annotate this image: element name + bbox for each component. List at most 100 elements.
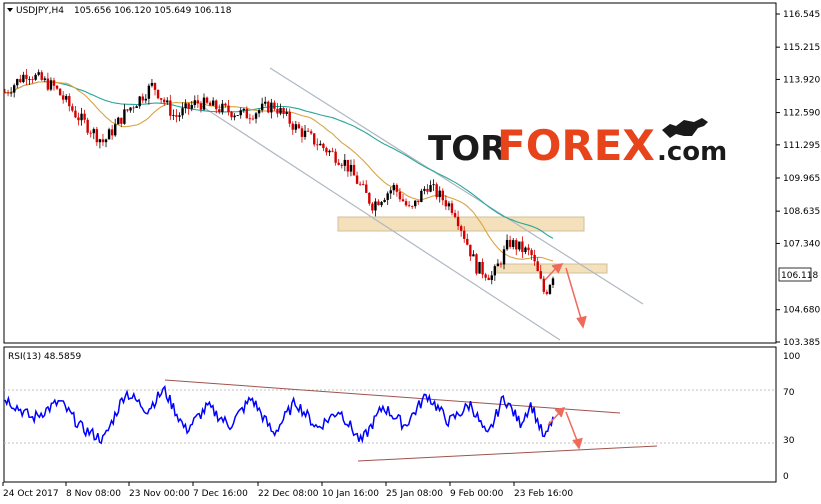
candle-body — [288, 111, 291, 124]
candle-body — [368, 192, 371, 204]
candle-body — [77, 117, 80, 121]
candle-body — [270, 102, 273, 113]
candle-body — [162, 99, 166, 103]
candle-body — [398, 191, 402, 200]
candle-body — [138, 96, 141, 107]
candle-body — [309, 131, 313, 134]
candle-body — [496, 263, 500, 267]
candle-body — [135, 106, 138, 108]
candle-body — [166, 100, 169, 103]
candle-body — [211, 100, 215, 106]
candle-body — [316, 144, 319, 146]
candle-body — [337, 162, 340, 165]
candle-body — [389, 190, 392, 194]
candle-body — [236, 115, 239, 117]
candle-body — [453, 212, 457, 217]
price-panel — [3, 2, 777, 344]
candle-body — [279, 108, 282, 114]
rsi-tick-label: 0 — [783, 472, 789, 482]
candle-body — [46, 78, 50, 90]
candle-body — [429, 185, 432, 192]
candle-body — [297, 124, 301, 129]
candle-body — [68, 96, 71, 107]
time-tick-label: 24 Oct 2017 — [3, 489, 59, 499]
time-tick-label: 9 Feb 00:00 — [450, 489, 504, 499]
candle-body — [447, 203, 451, 207]
candle-body — [129, 107, 132, 111]
candle-body — [12, 85, 16, 93]
candle-body — [487, 277, 490, 280]
candle-body — [114, 124, 117, 136]
candle-body — [374, 201, 377, 211]
dropdown-triangle-icon[interactable] — [7, 8, 13, 12]
symbol-label: USDJPY,H4 — [16, 6, 64, 16]
candle-body — [386, 193, 389, 200]
watermark-logo: TOR FOREX .com — [428, 118, 727, 170]
candle-body — [80, 113, 83, 121]
price-tick-label: 103.385 — [783, 338, 820, 348]
price-tick-label: 116.545 — [783, 10, 820, 20]
candle-body — [484, 274, 487, 278]
candle-body — [340, 164, 343, 166]
candle-body — [450, 203, 454, 213]
candle-body — [196, 100, 200, 104]
time-tick-label: 25 Jan 08:00 — [386, 489, 443, 499]
candle-body — [150, 82, 154, 86]
candle-body — [31, 79, 34, 80]
candle-body — [527, 247, 530, 251]
candle-body — [187, 103, 190, 109]
candle-body — [254, 113, 258, 119]
candle-body — [6, 92, 10, 94]
candle-body — [441, 190, 444, 201]
candle-body — [383, 199, 386, 202]
candle-body — [159, 98, 163, 100]
candle-body — [475, 254, 478, 274]
candle-body — [346, 159, 350, 172]
candle-body — [276, 108, 279, 114]
candle-body — [221, 103, 224, 113]
candle-body — [202, 97, 206, 110]
time-axis: 24 Oct 2017 8 Nov 08:00 23 Nov 00:00 7 Dec … — [2, 482, 573, 499]
candle-body — [264, 101, 267, 104]
candle-body — [300, 128, 304, 137]
candle-body — [104, 139, 108, 143]
candle-body — [260, 103, 264, 111]
candle-body — [542, 278, 546, 292]
candle-body — [533, 254, 536, 262]
rsi-tick-label: 70 — [783, 388, 795, 398]
ohlc-label: 105.656 106.120 105.649 106.118 — [74, 6, 232, 16]
candle-body — [291, 123, 294, 130]
candle-body — [19, 79, 22, 83]
candle-body — [233, 115, 236, 118]
candle-body — [190, 105, 193, 109]
candle-body — [245, 108, 249, 119]
candle-body — [144, 98, 148, 101]
price-tick-label: 115.215 — [783, 43, 820, 53]
candle-body — [74, 110, 77, 118]
candlestick-series — [3, 68, 555, 296]
candle-body — [86, 119, 89, 133]
candle-body — [98, 139, 102, 143]
candle-body — [58, 88, 62, 96]
candle-body — [120, 117, 123, 124]
candle-body — [548, 284, 552, 294]
candle-body — [257, 110, 261, 114]
candle-body — [230, 111, 233, 118]
candle-body — [16, 79, 19, 86]
candle-body — [459, 226, 463, 231]
candle-body — [435, 184, 438, 198]
candle-body — [463, 230, 466, 239]
candle-body — [71, 106, 74, 111]
candle-body — [404, 201, 408, 206]
candle-body — [43, 78, 46, 80]
candle-body — [490, 275, 493, 280]
candle-body — [395, 184, 399, 192]
candle-body — [282, 108, 285, 114]
candle-body — [392, 184, 396, 191]
price-tick-label: 104.680 — [783, 306, 820, 316]
candle-body — [343, 159, 347, 166]
candle-body — [239, 110, 242, 116]
candle-body — [181, 108, 184, 116]
candle-body — [227, 105, 230, 112]
candle-body — [126, 109, 129, 111]
